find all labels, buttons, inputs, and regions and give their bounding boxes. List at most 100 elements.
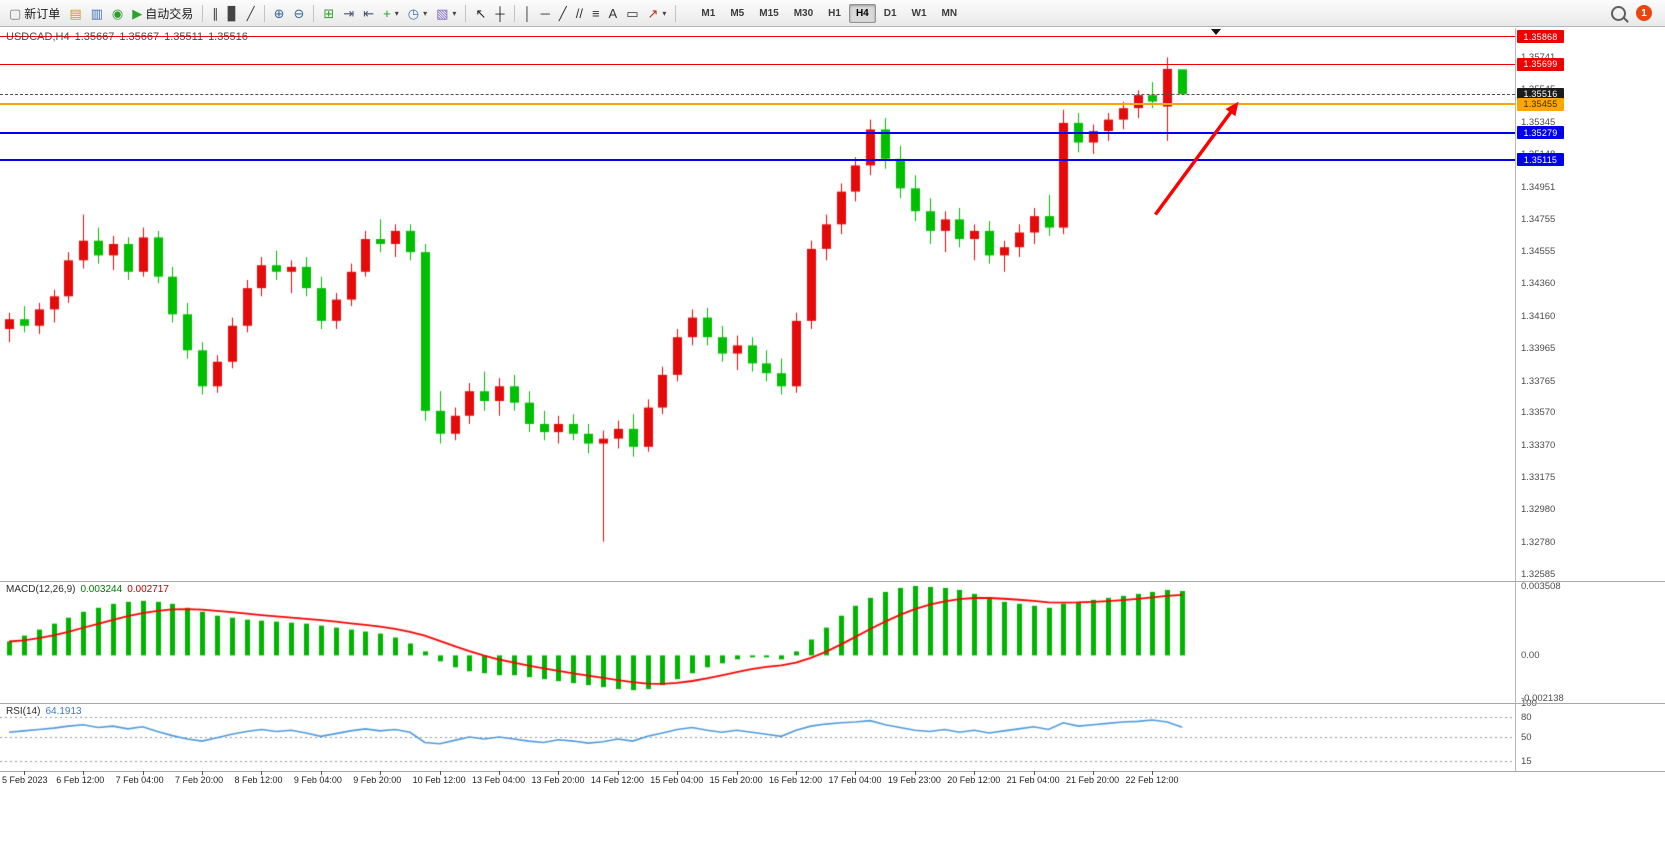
indicators-button-dropdown-icon[interactable]: ▾ [394,8,399,18]
templates-button-dropdown-icon[interactable]: ▾ [452,8,457,18]
timeframe-w1[interactable]: W1 [911,7,927,19]
toolbar-separator [313,4,315,22]
search-icon[interactable] [1611,5,1626,21]
periods-button-dropdown-icon[interactable]: ▾ [423,8,428,18]
market-watch-button[interactable]: ▤ [65,2,85,25]
price-line-object[interactable] [0,63,1515,65]
crosshair-icon: ┼ [495,5,505,21]
timeframe-m15[interactable]: M15 [759,7,779,19]
toolbar-separator [465,4,467,22]
macd-axis-label: 0.003508 [1521,580,1561,592]
price-badge: 1.35279 [1517,126,1564,140]
cursor-button[interactable]: ↖ [471,2,490,25]
timeframe-m1[interactable]: M1 [701,7,716,19]
crosshair-button[interactable]: ┼ [491,2,508,25]
macd-indicator-label: MACD(12,26,9) 0.003244 0.002717 [6,584,174,595]
candlestick-chart-button[interactable]: ▊ [224,2,242,25]
zoom-out-icon: ⊖ [293,5,305,21]
price-tick-label: 1.34755 [1521,213,1556,225]
macd-signal-value: 0.002717 [127,584,169,595]
navigator-button[interactable]: ◉ [108,2,127,25]
grid-button[interactable]: ⊞ [319,2,338,25]
price-tick-label: 1.33965 [1521,342,1556,354]
notification-badge[interactable]: 1 [1636,5,1652,21]
chart-canvas[interactable] [0,28,1665,843]
objects-icon: ↗ [647,5,659,21]
chart-shift-marker[interactable] [1211,29,1221,35]
timeframe-h1[interactable]: H1 [828,7,841,19]
line-chart-button[interactable]: ╱ [243,2,259,25]
time-axis-label: 5 Feb 2023 [2,775,48,785]
open-value: 1.35667 [74,31,115,43]
time-axis-tick [380,771,382,775]
price-tick-label: 1.32980 [1521,504,1556,515]
time-axis-label: 20 Feb 12:00 [947,775,1001,785]
templates-button[interactable]: ▧ ▾ [432,2,460,25]
time-axis-line [0,771,1665,772]
bar-chart-button[interactable]: ∥ [208,2,223,25]
new-order-button[interactable]: ▢ 新订单 [5,2,64,25]
time-axis-label: 21 Feb 04:00 [1006,775,1060,785]
objects-button[interactable]: ↗ ▾ [644,2,671,25]
vertical-line-button[interactable]: │ [520,2,536,25]
macd-main-value: 0.003244 [80,584,123,595]
periods-button[interactable]: ◷ ▾ [404,2,431,25]
price-line-object[interactable] [0,93,1515,95]
price-tick-label: 1.33570 [1521,407,1556,419]
horizontal-line-button[interactable]: ─ [537,2,554,25]
time-axis-label: 17 Feb 04:00 [828,775,882,785]
indicators-button[interactable]: + ▾ [379,2,403,25]
auto-scroll-button[interactable]: ⇥ [339,2,358,25]
zoom-out-button[interactable]: ⊖ [290,2,309,25]
price-tick-label: 1.32780 [1521,536,1556,548]
text-label-button[interactable]: ▭ [622,2,642,25]
toolbar-icons: ▢ 新订单 ▤ ▥ ◉ ▶ 自动交易 ∥ ▊ ╱ ⊕ ⊖ ⊞ ⇥ ⇤ + ▾ ◷ ▾ ▧ ▾ ↖ ┼ │ ─ ╱//≡ A ▭ ↗ ▾ [5,2,680,25]
objects-button-dropdown-icon[interactable]: ▾ [662,8,667,18]
price-line-object[interactable] [0,36,1515,37]
price-tick-label: 1.34160 [1521,310,1556,322]
horizontal-line-icon: ─ [540,5,550,21]
zoom-in-button[interactable]: ⊕ [270,2,289,25]
price-line-object[interactable] [0,103,1515,106]
time-axis-tick [261,771,263,775]
data-window-button[interactable]: ▥ [87,2,107,25]
periods-icon: ◷ [407,5,420,21]
toolbar-right: 1 [1611,5,1660,21]
fibonacci-button[interactable]: ≡ [588,2,604,25]
time-axis-label: 7 Feb 04:00 [115,775,164,785]
pane-separator[interactable] [0,581,1665,582]
time-axis-label: 22 Feb 12:00 [1125,775,1179,785]
indicators-icon: + [383,5,391,21]
text-button[interactable]: A [605,2,622,25]
toolbar-separator [675,4,677,22]
rsi-name: RSI(14) [6,706,41,717]
time-axis-tick [142,771,144,775]
price-line-object[interactable] [0,131,1515,134]
timeframe-h4[interactable]: H4 [848,3,876,23]
line-chart-icon: ╱ [246,5,255,21]
time-axis-tick [1152,771,1154,775]
toolbar-separator [263,4,265,22]
text-label-icon: ▭ [626,5,639,21]
price-badge: 1.35516 [1517,87,1564,101]
rsi-axis-label: 80 [1521,711,1532,723]
time-axis-tick [558,771,560,775]
rsi-indicator-label: RSI(14) 64.1913 [6,706,87,717]
pane-separator[interactable] [0,703,1665,704]
chart-shift-button[interactable]: ⇤ [359,2,378,25]
timeframe-group: M1 M5 M15 M30 H1 H4 D1 W1 MN [694,3,964,23]
time-axis-label: 6 Feb 12:00 [56,775,105,785]
macd-name: MACD(12,26,9) [6,584,76,595]
time-axis-label: 8 Feb 12:00 [234,775,283,785]
price-tick-label: 1.34951 [1521,181,1556,193]
time-axis-label: 14 Feb 12:00 [590,775,644,785]
timeframe-m30[interactable]: M30 [793,7,814,19]
channel-button[interactable]: // [572,2,587,25]
price-line-object[interactable] [0,158,1515,161]
auto-trading-button[interactable]: ▶ 自动交易 [128,2,197,25]
trendline-button[interactable]: ╱ [555,2,571,25]
timeframe-m5[interactable]: M5 [730,7,745,19]
timeframe-d1[interactable]: D1 [883,7,897,19]
new-order-button-label: 新订单 [24,6,61,21]
timeframe-mn[interactable]: MN [941,7,958,19]
